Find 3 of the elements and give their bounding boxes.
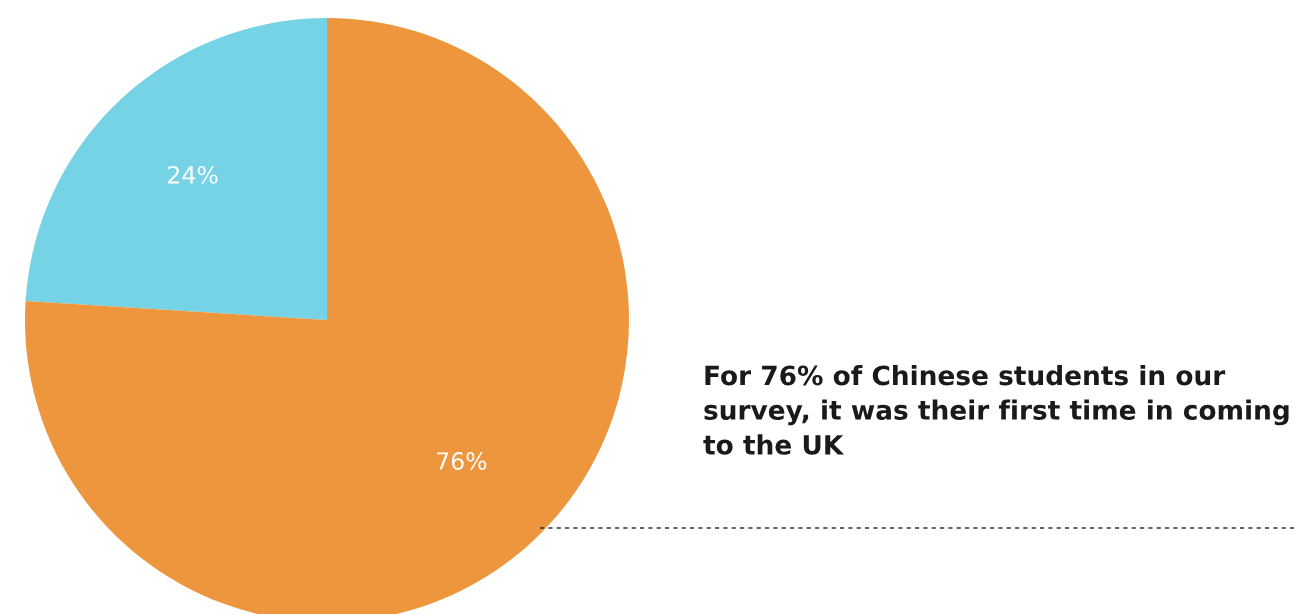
data-label: 24% bbox=[168, 165, 218, 184]
text: For 76% of Chinese students in our survey, it was their first time in coming to the UK bbox=[703, 365, 1289, 455]
data-label: 76% bbox=[437, 452, 487, 470]
